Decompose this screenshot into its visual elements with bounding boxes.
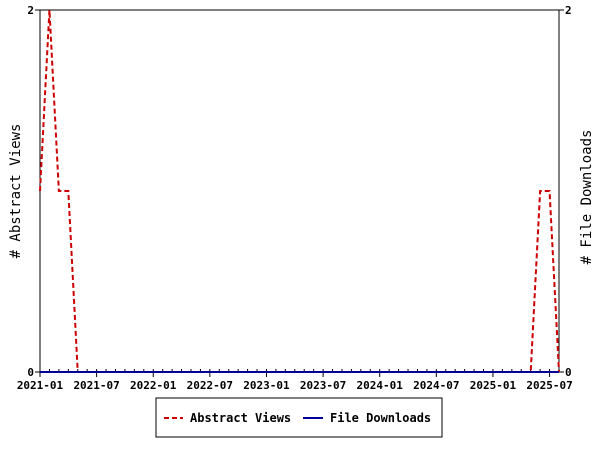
y-left-axis-ticks: 02 bbox=[27, 4, 40, 379]
x-tick-label: 2022-01 bbox=[130, 379, 177, 392]
y-right-axis-title: # File Downloads bbox=[579, 130, 595, 265]
y-left-tick-label: 2 bbox=[27, 4, 34, 17]
legend-label-file-downloads: File Downloads bbox=[330, 411, 431, 425]
x-tick-label: 2022-07 bbox=[187, 379, 233, 392]
x-tick-label: 2023-07 bbox=[300, 379, 346, 392]
x-tick-label: 2021-07 bbox=[73, 379, 119, 392]
legend: Abstract Views File Downloads bbox=[155, 397, 443, 438]
series-layer bbox=[39, 9, 560, 373]
plot-area bbox=[39, 9, 560, 373]
y-right-tick-label: 2 bbox=[565, 4, 572, 17]
legend-box bbox=[155, 397, 443, 438]
y-left-axis-title: # Abstract Views bbox=[8, 124, 24, 259]
x-tick-label: 2024-01 bbox=[357, 379, 404, 392]
y-right-tick-label: 0 bbox=[565, 366, 572, 379]
x-axis-ticks: 2021-01 2021-07 2022-01 2022-07 2023-01 2023-… bbox=[17, 372, 573, 392]
x-tick-label: 2021-01 bbox=[17, 379, 64, 392]
x-tick-label: 2023-01 bbox=[243, 379, 290, 392]
y-left-tick-label: 0 bbox=[27, 366, 34, 379]
legend-label-abstract-views: Abstract Views bbox=[190, 411, 291, 425]
x-tick-label: 2025-07 bbox=[526, 379, 572, 392]
x-tick-label: 2024-07 bbox=[413, 379, 459, 392]
x-tick-label: 2025-01 bbox=[470, 379, 517, 392]
y-right-axis-ticks: 02 bbox=[559, 4, 572, 379]
